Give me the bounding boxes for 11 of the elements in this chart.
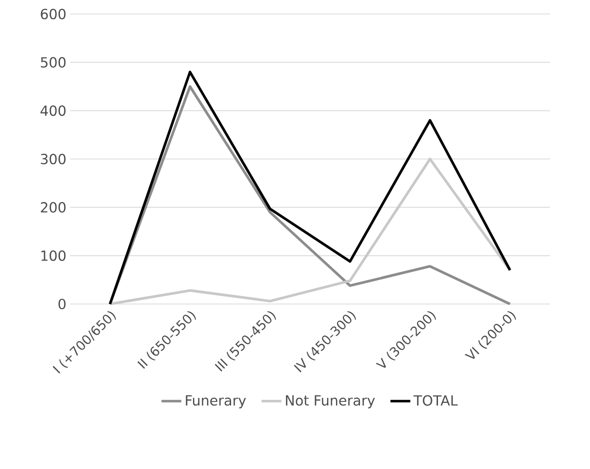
y-tick-label: 200 [40, 202, 66, 213]
y-tick-label: 500 [40, 57, 66, 68]
y-tick-label: 300 [40, 154, 66, 164]
y-tick-label: 600 [40, 8, 66, 20]
y-tick-label: 100 [41, 250, 66, 261]
legend-label: Not Funerary [286, 395, 375, 408]
y-tick-label: 0 [58, 298, 66, 310]
y-tick-label: 400 [40, 105, 66, 116]
line-series [108, 158, 512, 306]
legend-label: TOTAL [413, 395, 458, 406]
legend-label: Funerary [186, 395, 246, 408]
